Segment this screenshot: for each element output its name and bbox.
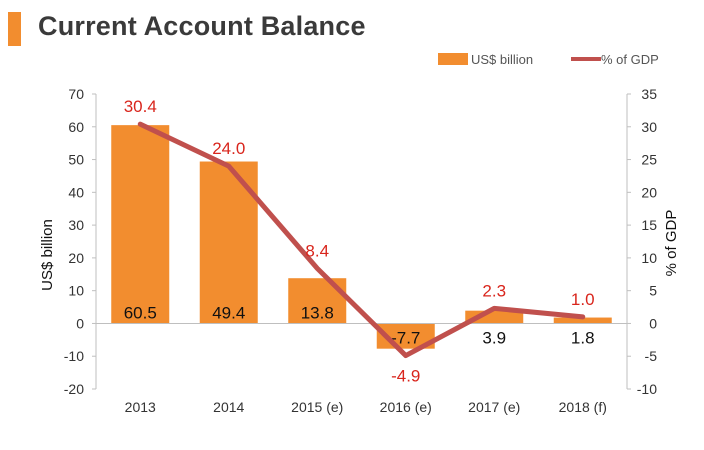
- x-tick-label: 2013: [125, 399, 156, 415]
- line-series: 30.4 24.0 8.4 -4.9 2.3 1.0: [124, 97, 595, 385]
- legend: US$ billion % of GDP: [438, 52, 659, 67]
- y2-axis-title: % of GDP: [663, 210, 680, 277]
- y-tick-label: -20: [64, 381, 84, 397]
- y-tick-label: 40: [68, 184, 84, 200]
- y2-tick-label: 25: [641, 152, 657, 168]
- bar-data-label: 1.8: [571, 328, 595, 347]
- line-data-label: 2.3: [482, 281, 506, 300]
- right-axis: 35 30 25 20 15 10 5 0 -5 -10: [626, 86, 658, 397]
- y-tick-label: -10: [64, 348, 84, 364]
- y2-tick-label: 0: [649, 315, 657, 331]
- bar-data-label: 49.4: [212, 303, 245, 322]
- y2-tick-label: 10: [641, 250, 657, 266]
- y2-tick-label: 30: [641, 119, 657, 135]
- bar: [111, 125, 170, 324]
- x-tick-label: 2015 (e): [291, 399, 343, 415]
- y-tick-label: 0: [76, 315, 84, 331]
- x-tick-label: 2016 (e): [380, 399, 432, 415]
- chart-title: Current Account Balance: [38, 11, 366, 41]
- y2-tick-label: 35: [641, 86, 657, 102]
- x-axis: 2013 2014 2015 (e) 2016 (e) 2017 (e) 2018 (f): [125, 399, 607, 415]
- x-tick-label: 2017 (e): [468, 399, 520, 415]
- y-tick-label: 30: [68, 217, 84, 233]
- x-tick-label: 2014: [213, 399, 244, 415]
- legend-bar-swatch: [438, 53, 468, 65]
- y-tick-label: 60: [68, 119, 84, 135]
- legend-line-label: % of GDP: [601, 52, 659, 67]
- y2-tick-label: 20: [641, 184, 657, 200]
- y-tick-label: 50: [68, 152, 84, 168]
- legend-bar-label: US$ billion: [471, 52, 533, 67]
- line-data-label: 8.4: [305, 241, 329, 260]
- y-tick-label: 10: [68, 283, 84, 299]
- y-tick-label: 20: [68, 250, 84, 266]
- y-tick-label: 70: [68, 86, 84, 102]
- line-data-label: 1.0: [571, 290, 595, 309]
- line-data-label: 24.0: [212, 139, 245, 158]
- bar: [553, 317, 612, 324]
- y2-tick-label: -5: [645, 348, 658, 364]
- x-tick-label: 2018 (f): [559, 399, 607, 415]
- y2-tick-label: -10: [637, 381, 657, 397]
- gdp-line: [137, 121, 586, 359]
- left-axis: 70 60 50 40 30 20 10 0 -10 -20: [64, 86, 97, 397]
- bar-data-label: 3.9: [482, 328, 506, 347]
- title-accent-bar: [8, 12, 21, 46]
- y2-tick-label: 5: [649, 283, 657, 299]
- y-axis-title: US$ billion: [39, 219, 56, 291]
- bar-data-label: 13.8: [301, 303, 334, 322]
- line-data-label: 30.4: [124, 97, 157, 116]
- bar-data-label: -7.7: [391, 328, 420, 347]
- bar-data-label: 60.5: [124, 303, 157, 322]
- line-data-label: -4.9: [391, 367, 420, 386]
- y2-tick-label: 15: [641, 217, 657, 233]
